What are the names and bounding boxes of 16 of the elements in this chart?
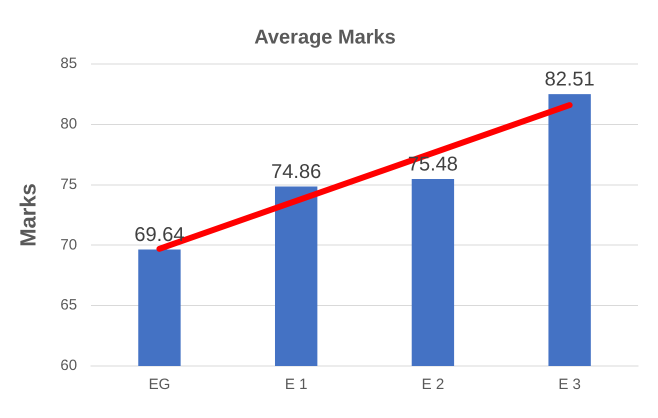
chart-title: Average Marks [254,26,396,49]
data-label: 75.48 [408,154,458,176]
x-tick-label: E 2 [422,376,444,394]
y-tick-label: 80 [60,116,78,133]
y-axis-title: Marks [15,183,40,247]
y-tick-label: 70 [60,236,78,254]
x-tick-label: E 3 [558,376,581,394]
x-tick-label: E 1 [284,376,308,394]
data-label: 74.86 [271,161,322,184]
x-tick-label: EG [148,376,170,394]
data-label: 82.51 [544,68,595,91]
data-label: 69.64 [134,224,184,246]
y-tick-label: 65 [60,296,78,314]
y-tick-label: 75 [60,176,78,193]
y-tick-label: 85 [60,55,78,72]
y-tick-label: 60 [60,357,78,374]
